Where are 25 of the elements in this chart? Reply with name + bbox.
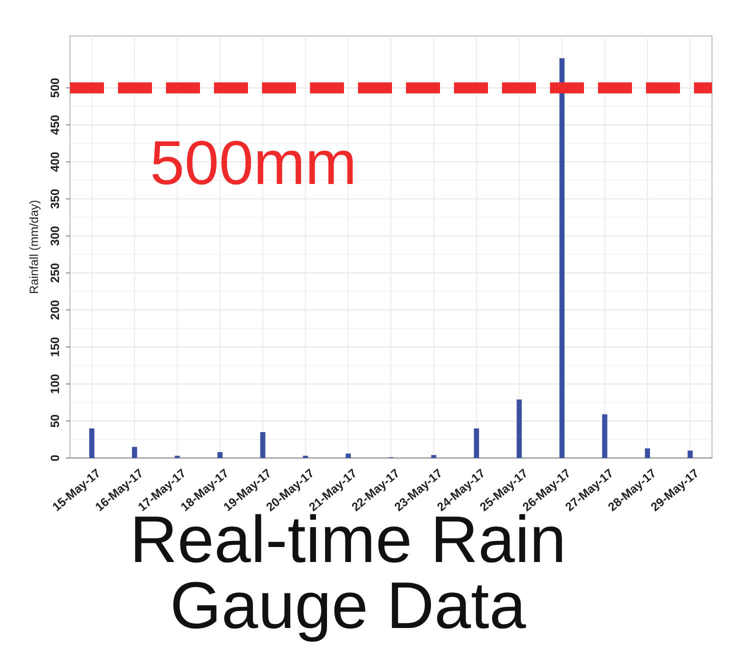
bar: [89, 428, 94, 458]
y-tick-label: 400: [48, 152, 62, 172]
y-tick-label: 350: [48, 188, 62, 209]
y-tick-label: 50: [48, 414, 62, 428]
y-tick-label: 300: [48, 226, 62, 246]
y-tick-label: 150: [48, 336, 62, 357]
bar: [602, 414, 608, 458]
y-tick-label: 0: [48, 454, 62, 462]
bar: [431, 455, 436, 458]
y-tick-label: 100: [48, 374, 62, 394]
y-tick-label: 200: [48, 300, 62, 320]
bar: [559, 58, 565, 458]
bar: [644, 448, 650, 458]
bar: [346, 454, 351, 458]
y-axis-title: Rainfall (mm/day): [27, 200, 41, 294]
bar: [132, 446, 138, 458]
bar: [474, 428, 480, 458]
bar: [217, 452, 223, 458]
y-tick-label: 500: [48, 77, 62, 98]
bar: [516, 400, 522, 458]
y-tick-label: 250: [48, 262, 62, 283]
bar: [688, 450, 693, 458]
bar: [260, 432, 266, 458]
y-tick-label: 450: [48, 114, 62, 135]
ref-line-label: 500mm: [150, 128, 357, 198]
